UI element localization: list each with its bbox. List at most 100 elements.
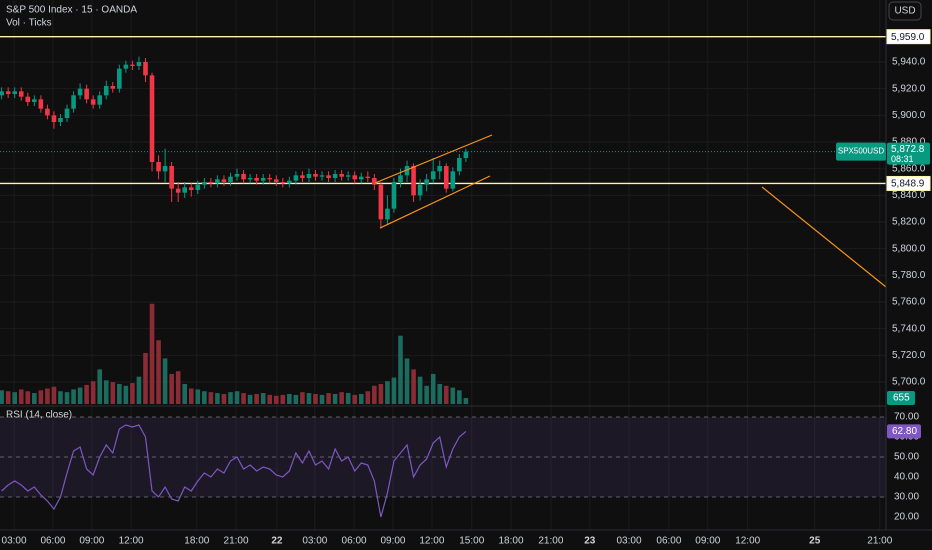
volume-bar — [90, 381, 96, 404]
volume-bar — [169, 373, 174, 404]
candle-body — [97, 95, 103, 105]
candle-body — [25, 96, 31, 102]
volume-bar — [450, 387, 456, 404]
x-tick-label: 23 — [584, 536, 596, 547]
volume-bar — [339, 392, 344, 404]
volume-bar — [208, 392, 214, 404]
candle-body — [51, 115, 57, 122]
volume-bar — [358, 393, 364, 404]
volume-last-label: 655 — [893, 393, 910, 404]
volume-bar — [313, 393, 318, 404]
candle-body — [130, 64, 135, 66]
level-label: 5,848.9 — [891, 179, 925, 190]
candle-body — [136, 62, 142, 66]
rsi-last-label: 62.80 — [892, 426, 917, 437]
candle-body — [228, 176, 233, 182]
volume-bar — [18, 389, 24, 404]
candle-body — [352, 175, 358, 180]
candle-body — [345, 175, 351, 177]
volume-bar — [182, 383, 188, 404]
candle-body — [358, 176, 364, 180]
candle-body — [32, 99, 37, 102]
candle-body — [463, 151, 469, 158]
candle-body — [221, 179, 227, 182]
candle-body — [38, 99, 44, 109]
volume-bar — [156, 340, 161, 404]
rsi-tick-label: 70.00 — [894, 412, 919, 423]
y-tick-label: 5,900.0 — [892, 110, 926, 121]
rsi-tick-label: 20.00 — [894, 512, 919, 523]
axes: 03:00 06:00 09:00 12:00 18:00 21:00 22 03:00 06:… — [2, 29, 931, 547]
volume-bar — [103, 380, 109, 404]
y-tick-label: 5,860.0 — [892, 163, 926, 174]
candle-body — [12, 91, 18, 94]
candle-body — [208, 182, 214, 184]
last-price-tag — [836, 142, 886, 161]
candle-body — [90, 99, 96, 105]
y-tick-label: 5,940.0 — [892, 57, 926, 68]
candle-body — [300, 175, 305, 178]
currency[interactable]: USD — [894, 6, 915, 17]
volume-bar — [319, 394, 325, 404]
volume-bar — [372, 385, 377, 404]
volume-bar — [424, 385, 429, 404]
volume-bar — [175, 371, 181, 404]
candle-body — [5, 91, 11, 94]
candle-body — [430, 171, 436, 180]
candle-body — [450, 171, 456, 189]
grid — [0, 0, 886, 530]
currency-button[interactable] — [888, 1, 922, 21]
candle-body — [293, 175, 299, 181]
candle-body — [319, 175, 325, 177]
x-tick-label: 12:00 — [419, 536, 444, 547]
volume-bar — [293, 394, 299, 404]
annotations — [374, 134, 887, 288]
volume-bar — [326, 393, 331, 404]
candle-body — [143, 62, 148, 76]
x-tick-label: 06:00 — [656, 536, 681, 547]
volume-bar — [437, 383, 443, 404]
x-tick-label: 03:00 — [302, 536, 327, 547]
rsi-tick-label: 30.00 — [894, 492, 919, 503]
candle-body — [398, 175, 403, 182]
x-tick-label: 25 — [809, 536, 821, 547]
volume-bar — [221, 393, 227, 404]
volume-bar — [51, 386, 57, 404]
candle-body — [215, 179, 220, 184]
last-price-axis-tag — [887, 142, 930, 165]
candle-body — [241, 174, 246, 180]
volume-bar — [64, 392, 70, 404]
volume-bar — [58, 391, 63, 404]
candle-body — [45, 108, 50, 116]
candle-body — [247, 178, 253, 180]
y-tick-label: 5,880.0 — [892, 137, 926, 148]
x-tick-label: 15:00 — [459, 536, 484, 547]
volume-bar — [398, 335, 403, 404]
candle-body — [332, 174, 338, 178]
candle-body — [156, 162, 161, 172]
volume-bar — [247, 394, 253, 404]
channel-lower[interactable] — [379, 175, 491, 229]
volume-bar — [0, 390, 4, 404]
volume-bar — [202, 391, 207, 404]
candle-body — [103, 86, 109, 96]
candle-body — [169, 166, 174, 189]
volume-bar — [228, 392, 233, 404]
trend-line[interactable] — [761, 186, 887, 288]
channel-upper[interactable] — [374, 134, 493, 184]
volume-bar — [260, 393, 266, 404]
volume-bar — [306, 393, 312, 404]
candle-body — [457, 158, 462, 172]
candle-body — [273, 179, 279, 182]
candle-body — [64, 108, 70, 118]
y-tick-label: 5,920.0 — [892, 83, 926, 94]
x-tick-label: 12:00 — [735, 536, 760, 547]
x-tick-label: 21:00 — [538, 536, 563, 547]
volume-pane — [0, 303, 469, 404]
volume-bar — [280, 394, 286, 404]
last-price-label: 5,872.8 — [891, 144, 925, 155]
price-pane — [0, 35, 886, 229]
candle-body — [149, 75, 155, 162]
y-tick-label: 5,800.0 — [892, 243, 926, 254]
volume-bar — [143, 352, 148, 404]
